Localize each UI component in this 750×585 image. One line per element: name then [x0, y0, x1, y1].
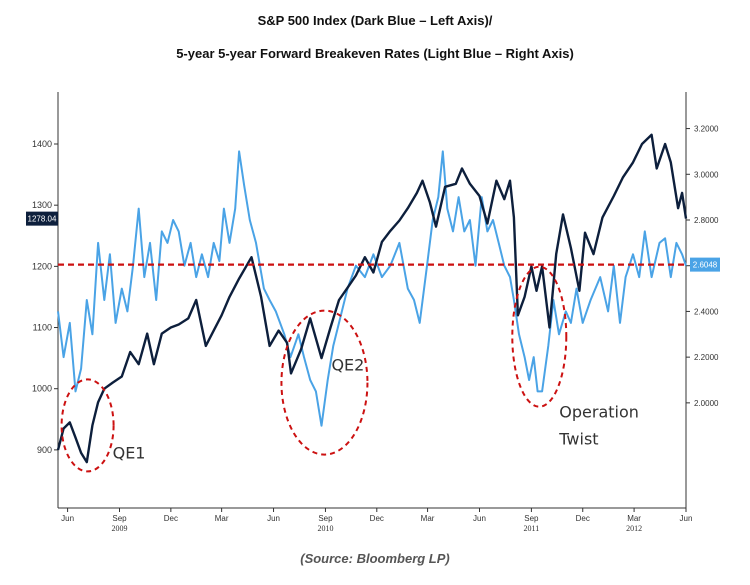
source-caption: (Source: Bloomberg LP)	[300, 551, 450, 566]
right-tick-label: 2.8000	[694, 216, 719, 225]
sp500-series-line	[56, 133, 688, 464]
x-month-label: Dec	[576, 514, 590, 523]
annotation-label-qe2: QE2	[331, 356, 364, 375]
left-tick-label: 1200	[32, 261, 52, 271]
left-tick-label: 1300	[32, 200, 52, 210]
breakeven-series-line	[57, 150, 687, 427]
right-tick-label: 3.2000	[694, 125, 719, 134]
x-month-label: Jun	[680, 514, 693, 523]
left-tick-label: 1100	[33, 323, 52, 333]
right-tick-label: 2.0000	[694, 399, 719, 408]
sp500-last-value-label: 1278.04	[28, 215, 57, 224]
x-month-label: Mar	[627, 514, 641, 523]
x-month-label: Dec	[164, 514, 178, 523]
x-month-label: Dec	[370, 514, 384, 523]
chart-title-line-1: S&P 500 Index (Dark Blue – Left Axis)/	[257, 13, 493, 28]
x-month-label: Sep	[112, 514, 127, 523]
annotation-circle-3	[511, 265, 568, 408]
right-tick-label: 3.0000	[694, 170, 719, 179]
x-year-label: 2010	[317, 524, 333, 533]
chart-title-line-2: 5-year 5-year Forward Breakeven Rates (L…	[176, 46, 574, 61]
annotation-label-operation: Operation	[559, 403, 639, 422]
x-month-label: Sep	[318, 514, 333, 523]
left-tick-label: 1400	[32, 139, 52, 149]
annotation-label-twist: Twist	[558, 430, 598, 449]
annotation-circle-1	[60, 378, 115, 473]
x-year-label: 2009	[112, 524, 128, 533]
x-month-label: Sep	[524, 514, 539, 523]
x-year-label: 2011	[524, 524, 540, 533]
annotation-label-qe1: QE1	[113, 443, 146, 462]
breakeven-last-value-label: 2.6048	[693, 261, 718, 270]
annotation-circle-2	[280, 309, 369, 456]
x-month-label: Jun	[61, 514, 74, 523]
x-month-label: Mar	[421, 514, 435, 523]
x-month-label: Jun	[267, 514, 280, 523]
left-tick-label: 1000	[32, 384, 52, 394]
right-tick-label: 2.4000	[694, 307, 719, 316]
x-month-label: Mar	[215, 514, 229, 523]
x-month-label: Jun	[473, 514, 486, 523]
right-tick-label: 2.2000	[694, 353, 719, 362]
left-tick-label: 900	[37, 445, 52, 455]
x-year-label: 2012	[626, 524, 642, 533]
sp500-last-value-badge	[26, 211, 58, 226]
breakeven-last-value-badge	[690, 257, 720, 272]
